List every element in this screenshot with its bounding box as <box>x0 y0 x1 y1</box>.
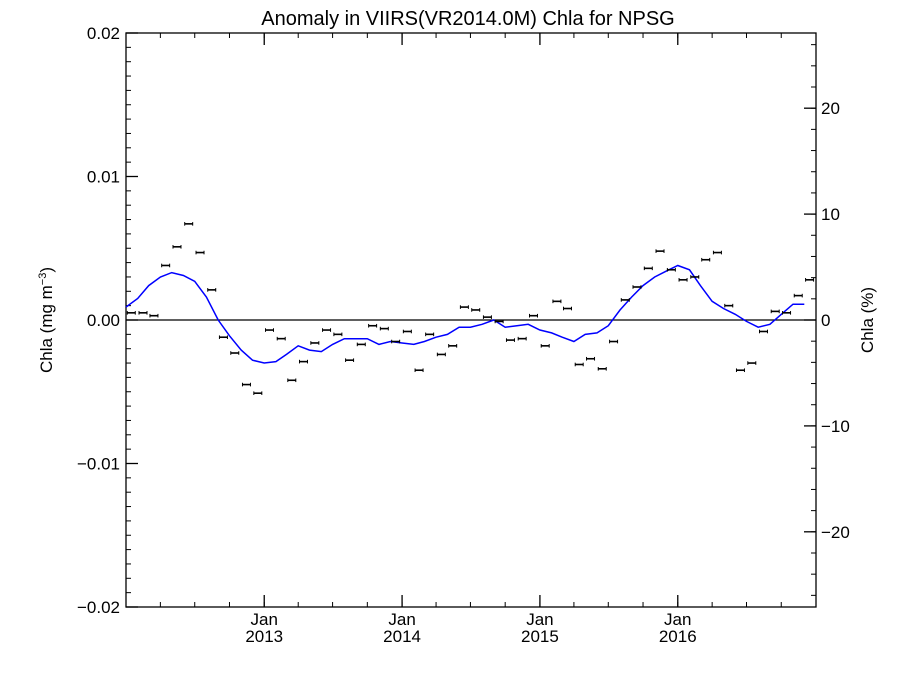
data-point <box>425 332 435 337</box>
y-axis-right-label: Chla (%) <box>858 287 877 353</box>
data-point <box>265 328 275 332</box>
x-tick-label-year: 2015 <box>521 627 559 646</box>
x-tick-label-month: Jan <box>388 610 415 629</box>
data-point <box>207 288 217 292</box>
x-tick-label-month: Jan <box>526 610 553 629</box>
x-tick-label-month: Jan <box>664 610 691 629</box>
data-point <box>666 267 676 272</box>
y-left-tick-label: 0.02 <box>87 24 120 43</box>
data-point <box>597 366 607 371</box>
data-point <box>517 336 527 341</box>
data-point <box>701 257 711 262</box>
data-point <box>482 315 492 319</box>
y-axis-left-label: Chla (mg m−3) <box>37 267 56 373</box>
data-point <box>459 305 469 309</box>
data-point <box>172 245 182 249</box>
x-tick-label-year: 2013 <box>245 627 283 646</box>
data-point <box>690 275 700 279</box>
data-point <box>574 362 584 367</box>
data-point <box>793 293 803 298</box>
data-point <box>540 344 550 348</box>
data-point <box>161 263 171 268</box>
x-tick-label-month: Jan <box>251 610 278 629</box>
data-point <box>805 278 815 282</box>
y-right-tick-label: 20 <box>821 99 840 118</box>
y-right-tick-label: 10 <box>821 205 840 224</box>
data-point <box>149 313 159 318</box>
data-point <box>414 368 424 373</box>
x-tick-label-year: 2016 <box>659 627 697 646</box>
y-right-tick-label: −20 <box>821 523 850 542</box>
data-point <box>126 311 136 315</box>
y-right-tick-label: −10 <box>821 417 850 436</box>
series-points <box>126 222 815 395</box>
data-point <box>735 368 745 373</box>
left-axis-ticks: 0.02 0.01 0.00 −0.01 −0.02 <box>77 24 138 617</box>
chart-title: Anomaly in VIIRS(VR2014.0M) Chla for NPS… <box>261 8 675 30</box>
data-point <box>436 352 446 357</box>
data-point <box>195 250 205 255</box>
data-point <box>586 356 596 361</box>
series-line-smoothed <box>125 264 805 364</box>
data-point <box>253 391 263 395</box>
data-point <box>620 298 630 302</box>
data-point <box>678 278 688 282</box>
data-point <box>643 266 653 271</box>
data-point <box>391 339 401 344</box>
data-point <box>241 382 251 387</box>
y-right-tick-label: 0 <box>821 311 830 330</box>
data-point <box>310 341 320 345</box>
data-point <box>379 326 389 331</box>
x-tick-label-year: 2014 <box>383 627 421 646</box>
y-axis-left-label-text: Chla (mg m <box>37 285 56 373</box>
data-point <box>529 313 539 318</box>
data-point <box>368 323 378 328</box>
data-point <box>184 222 194 226</box>
data-point <box>632 285 642 289</box>
data-point <box>218 335 228 340</box>
data-point <box>333 332 343 337</box>
data-point <box>471 308 481 312</box>
y-axis-left-label-close: ) <box>37 267 56 273</box>
data-point <box>770 309 780 314</box>
data-point <box>505 338 515 342</box>
data-point <box>448 344 458 348</box>
data-point <box>724 303 734 308</box>
right-axis-ticks: 20 10 0 −10 −20 <box>804 99 850 542</box>
data-point <box>747 361 757 365</box>
y-axis-left-label-sup: −3 <box>37 273 49 286</box>
data-point <box>552 299 562 304</box>
data-point <box>712 250 722 255</box>
data-point <box>609 339 619 344</box>
data-point <box>230 351 240 355</box>
data-point <box>287 378 297 383</box>
data-point <box>562 306 572 311</box>
y-left-tick-label: −0.01 <box>77 455 120 474</box>
y-left-tick-label: −0.02 <box>77 598 120 617</box>
y-left-tick-label: 0.00 <box>87 311 120 330</box>
data-point <box>299 359 309 364</box>
data-point <box>276 336 286 341</box>
data-point <box>494 319 504 324</box>
data-point <box>782 311 792 315</box>
data-point <box>138 311 148 315</box>
data-point <box>356 342 366 347</box>
data-point <box>655 249 665 253</box>
data-point <box>345 358 355 362</box>
y-left-tick-label: 0.01 <box>87 168 120 187</box>
data-point <box>402 329 412 334</box>
data-point <box>759 329 769 334</box>
data-point <box>322 328 332 332</box>
